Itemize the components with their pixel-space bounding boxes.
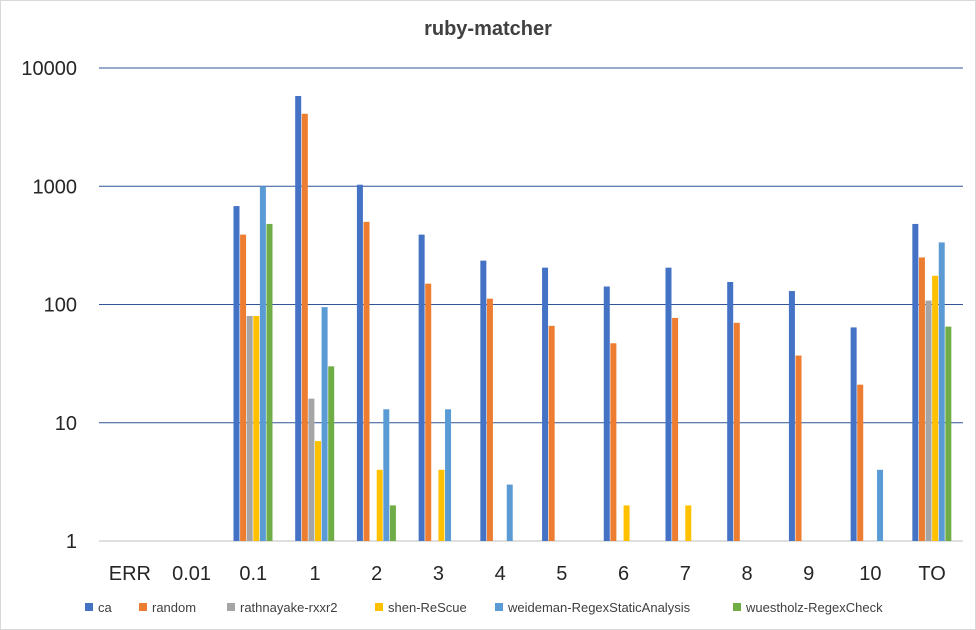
bar-ca-5 [542,267,549,541]
x-tick-labels: ERR 0.01 0.1 1 2 3 4 5 6 7 8 9 10 TO [109,563,946,585]
bar-random-10 [857,384,864,541]
bar-weideman-RegexStaticAnalysis-0.1 [259,186,266,541]
bar-ca-6 [603,286,610,541]
bar-ca-8 [727,281,734,541]
bar-shen-ReScue-3 [438,469,445,541]
legend-swatch-ca [85,603,93,611]
bar-random-4 [486,298,493,541]
x-tick-9: 9 [803,563,814,585]
bar-weideman-RegexStaticAnalysis-2 [383,409,390,541]
bar-weideman-RegexStaticAnalysis-3 [445,409,452,541]
x-tick-4: 4 [495,563,506,585]
x-tick-ERR: ERR [109,563,151,585]
legend-label-random: random [152,600,196,615]
bar-shen-ReScue-6 [623,505,630,541]
y-tick-10: 10 [55,413,77,435]
y-tick-1000: 1000 [33,176,78,198]
bar-weideman-RegexStaticAnalysis-1 [321,307,328,541]
bar-random-5 [548,325,555,541]
bar-random-8 [733,322,740,541]
bar-shen-ReScue-7 [685,505,692,541]
bar-ca-4 [480,260,487,541]
bar-shen-ReScue-0.1 [253,315,260,541]
x-tick-0.01: 0.01 [172,563,211,585]
legend-swatch-shen-ReScue [375,603,383,611]
bar-ca-7 [665,267,672,541]
bar-weideman-RegexStaticAnalysis-4 [506,484,513,541]
bar-random-6 [610,343,617,541]
bar-shen-ReScue-1 [315,441,321,541]
x-tick-0.1: 0.1 [239,563,267,585]
legend-label-wuestholz-RegexCheck: wuestholz-RegexCheck [745,600,883,615]
bar-ca-1 [295,95,302,541]
legend-swatch-wuestholz-RegexCheck [733,603,741,611]
bars [233,95,952,542]
bar-wuestholz-RegexCheck-2 [389,505,396,541]
bar-rathnayake-rxxr2-TO [925,300,932,541]
bar-rathnayake-rxxr2-1 [308,398,315,541]
bar-wuestholz-RegexCheck-TO [945,326,952,541]
x-tick-1: 1 [309,563,320,585]
y-tick-1: 1 [66,531,77,553]
bar-rathnayake-rxxr2-0.1 [246,315,253,541]
y-tick-labels: 1 10 100 1000 10000 [21,58,77,553]
y-tick-10000: 10000 [21,58,77,80]
legend-label-ca: ca [98,600,113,615]
y-tick-100: 100 [44,295,77,317]
bar-ca-TO [912,223,919,541]
bar-weideman-RegexStaticAnalysis-10 [877,469,884,541]
bar-random-3 [425,283,432,541]
bar-ca-10 [850,327,857,541]
bar-ca-9 [788,291,795,541]
legend-swatch-random [139,603,147,611]
chart-title: ruby-matcher [424,18,552,40]
bar-ca-0.1 [233,206,240,541]
x-tick-3: 3 [433,563,444,585]
bar-shen-ReScue-TO [932,275,939,541]
bar-random-TO [918,257,925,541]
bar-random-2 [363,221,370,541]
legend-swatch-rathnayake-rxxr2 [227,603,235,611]
bar-random-1 [301,113,308,541]
bar-wuestholz-RegexCheck-0.1 [266,223,273,541]
x-tick-6: 6 [618,563,629,585]
legend-label-shen-ReScue: shen-ReScue [388,600,467,615]
x-tick-7: 7 [680,563,691,585]
bar-shen-ReScue-2 [376,469,383,541]
bar-random-0.1 [240,234,247,542]
x-tick-TO: TO [918,563,945,585]
bar-ca-2 [356,184,363,542]
bar-random-9 [795,355,802,541]
x-tick-2: 2 [371,563,382,585]
bar-wuestholz-RegexCheck-1 [328,366,335,541]
legend-label-rathnayake-rxxr2: rathnayake-rxxr2 [240,600,338,615]
bar-ca-3 [418,234,425,542]
x-tick-8: 8 [741,563,752,585]
legend-label-weideman-RegexStaticAnalysis: weideman-RegexStaticAnalysis [507,600,691,615]
x-tick-5: 5 [556,563,567,585]
gridlines [99,67,963,542]
legend: ca random rathnayake-rxxr2 shen-ReScue weide… [85,600,883,615]
bar-weideman-RegexStaticAnalysis-TO [938,242,945,541]
bar-random-7 [672,317,679,541]
legend-swatch-weideman-RegexStaticAnalysis [495,603,503,611]
x-tick-10: 10 [859,563,881,585]
